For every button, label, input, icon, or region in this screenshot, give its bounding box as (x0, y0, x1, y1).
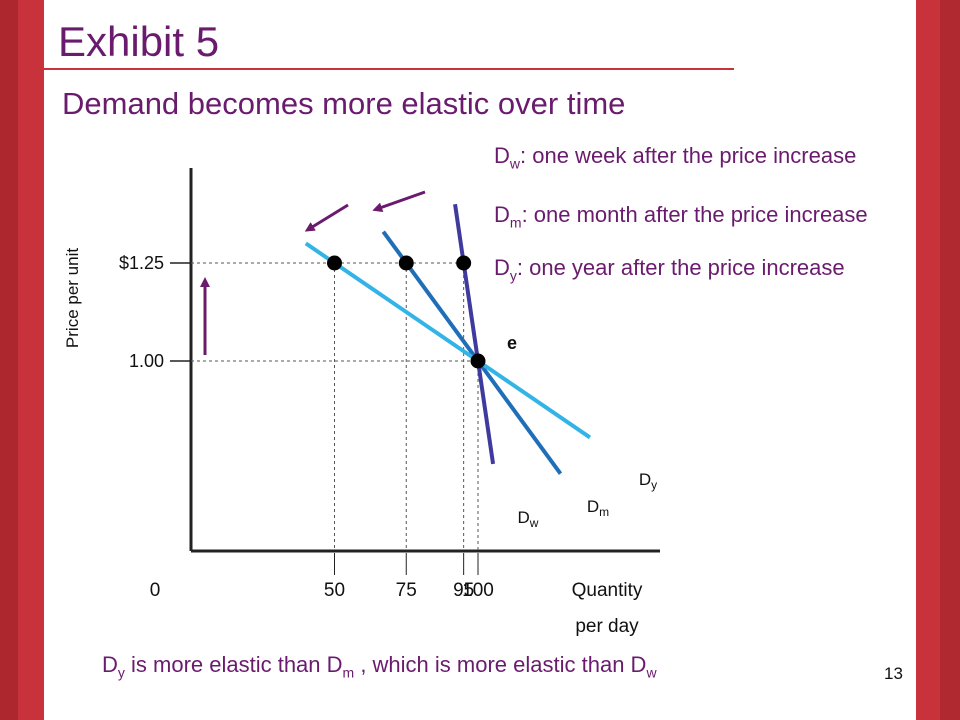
point-dy (327, 255, 342, 271)
conclusion-part: is more elastic than D (124, 652, 343, 677)
legend-text: : one month after the price increase (521, 202, 868, 227)
legend-text: : one week after the price increase (520, 143, 857, 168)
y-tick-label: 1.00 (129, 351, 164, 371)
y-axis-label: Price per unit (63, 248, 82, 348)
legend-letter: D (494, 255, 510, 280)
legend-sub: m (509, 214, 522, 231)
slide-title: Exhibit 5 (58, 18, 220, 65)
legend-sub: y (509, 267, 517, 284)
left-edge-decoration (0, 0, 44, 720)
legend-letter: D (494, 143, 510, 168)
right-edge-shadow (940, 0, 960, 720)
demand-curve-dm (381, 230, 563, 475)
legend-sub: w (509, 155, 521, 172)
guide-lines (170, 262, 479, 575)
equilibrium-label: e (507, 333, 517, 353)
curve-label-dw: Dw (518, 508, 539, 530)
title-rule (44, 68, 734, 70)
conclusion-sub: y (117, 664, 125, 681)
conclusion-sub: w (646, 664, 657, 681)
legend-item-dw: Dw: one week after the price increase (494, 143, 856, 171)
point-dw (456, 255, 472, 271)
demand-curve-dy (304, 241, 592, 440)
legend-text: : one year after the price increase (516, 255, 845, 280)
demand-curves (304, 203, 592, 475)
page-number: 13 (884, 664, 903, 683)
left-edge-shadow (0, 0, 18, 720)
legend-item-dm: Dm: one month after the price increase (494, 202, 868, 230)
y-tick-label: $1.25 (119, 253, 164, 273)
x-axis-label: per day (575, 616, 639, 637)
x-axis-label: Quantity (572, 580, 643, 601)
x-tick-label: 95 (453, 580, 474, 601)
conclusion-text: Dy is more elastic than Dm , which is mo… (102, 652, 657, 680)
legend-item-dy: Dy: one year after the price increase (494, 255, 845, 283)
x-tick-label: 0 (150, 580, 161, 601)
data-points (327, 255, 486, 369)
x-tick-label: 100 (462, 580, 494, 601)
legend-letter: D (494, 202, 510, 227)
conclusion-sub: m (342, 664, 355, 681)
shift-arrow-month-to-year (304, 203, 349, 232)
conclusion-part: D (102, 652, 118, 677)
point-dm (398, 255, 414, 271)
conclusion-part: , which is more elastic than D (354, 652, 647, 677)
slide-subtitle: Demand becomes more elastic over time (62, 86, 626, 121)
shift-arrow-week-to-month (372, 190, 426, 213)
curve-label-dy: Dy (639, 470, 657, 492)
curve-label-dm: Dm (587, 497, 609, 519)
demand-curve-dw (453, 203, 496, 465)
right-edge-decoration (916, 0, 960, 720)
equilibrium-point (470, 353, 486, 369)
x-tick-label: 50 (324, 580, 345, 601)
x-tick-label: 75 (396, 580, 417, 601)
